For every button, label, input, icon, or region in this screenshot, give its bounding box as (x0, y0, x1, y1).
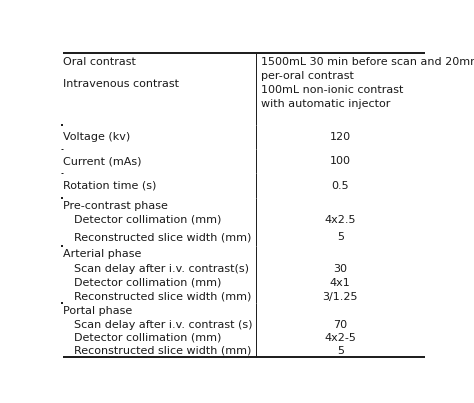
Text: 100mL non-ionic contrast: 100mL non-ionic contrast (261, 85, 404, 95)
Text: 5: 5 (337, 346, 344, 356)
Text: 1500mL 30 min before scan and 20mm: 1500mL 30 min before scan and 20mm (261, 57, 474, 67)
Text: 4x1: 4x1 (330, 278, 351, 288)
Text: Reconstructed slice width (mm): Reconstructed slice width (mm) (74, 346, 251, 356)
Text: per-oral contrast: per-oral contrast (261, 71, 354, 81)
Text: Detector collimation (mm): Detector collimation (mm) (74, 333, 221, 343)
Text: Reconstructed slice width (mm): Reconstructed slice width (mm) (74, 291, 251, 301)
Text: Scan delay after i.v. contrast (s): Scan delay after i.v. contrast (s) (74, 320, 253, 330)
Text: 4x2.5: 4x2.5 (325, 215, 356, 225)
Text: Arterial phase: Arterial phase (63, 249, 141, 259)
Text: 0.5: 0.5 (331, 181, 349, 191)
Text: 5: 5 (337, 233, 344, 242)
Text: with automatic injector: with automatic injector (261, 99, 391, 109)
Text: 3/1.25: 3/1.25 (322, 291, 358, 301)
Text: Intravenous contrast: Intravenous contrast (63, 79, 179, 89)
Text: Rotation time (s): Rotation time (s) (63, 181, 156, 191)
Text: Portal phase: Portal phase (63, 307, 132, 316)
Text: Detector collimation (mm): Detector collimation (mm) (74, 215, 221, 225)
Text: Detector collimation (mm): Detector collimation (mm) (74, 278, 221, 288)
Text: Reconstructed slice width (mm): Reconstructed slice width (mm) (74, 233, 251, 242)
Text: Current (mAs): Current (mAs) (63, 156, 141, 166)
Text: Pre-contrast phase: Pre-contrast phase (63, 201, 168, 211)
Text: Scan delay after i.v. contrast(s): Scan delay after i.v. contrast(s) (74, 264, 249, 274)
Text: 70: 70 (333, 320, 347, 330)
Text: 100: 100 (330, 156, 351, 166)
Text: 120: 120 (330, 132, 351, 142)
Text: Voltage (kv): Voltage (kv) (63, 132, 130, 142)
Text: 30: 30 (333, 264, 347, 274)
Text: Oral contrast: Oral contrast (63, 57, 136, 67)
Text: 4x2-5: 4x2-5 (324, 333, 356, 343)
